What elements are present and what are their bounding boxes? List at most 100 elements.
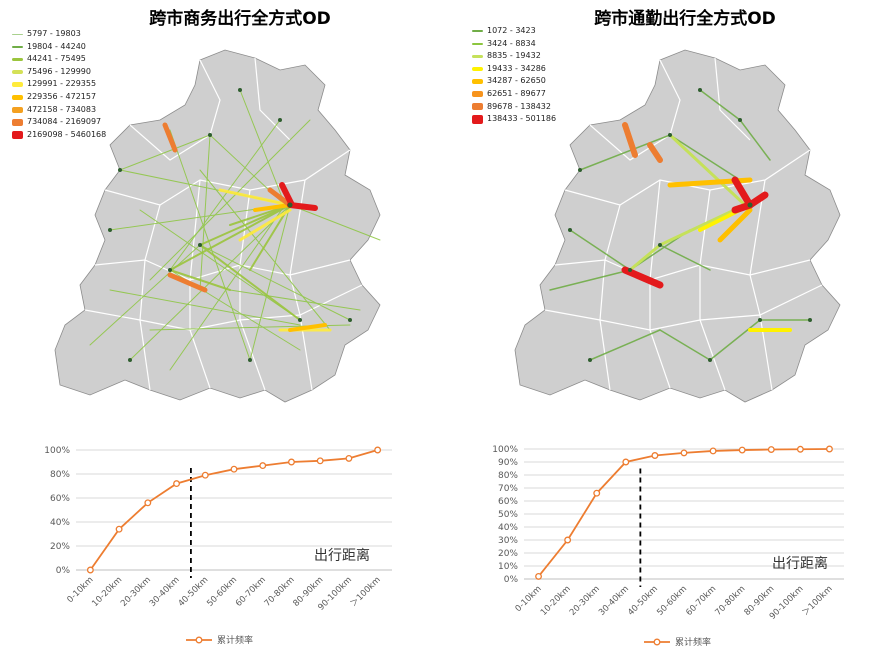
data-point <box>709 447 717 455</box>
x-tick-label: 30-40km <box>597 584 631 618</box>
legend-swatch <box>472 115 483 124</box>
legend-entry: 8835 - 19432 <box>472 50 556 63</box>
y-tick-label: 80% <box>50 470 70 480</box>
legend-marker <box>195 636 203 644</box>
x-tick-label: 70-80km <box>713 584 747 618</box>
legend-label: 34287 - 62650 <box>487 76 546 86</box>
x-tick-label: ＞100km <box>349 575 383 609</box>
legend-label: 2169098 - 5460168 <box>27 129 107 139</box>
legend-label: 5797 - 19803 <box>27 29 81 38</box>
data-point <box>680 449 688 457</box>
legend-label: 229356 - 472157 <box>27 91 97 101</box>
legend-entry: 129991 - 229355 <box>12 78 106 91</box>
data-point <box>144 499 152 507</box>
legend-swatch <box>12 70 23 74</box>
legend-entry: 19433 - 34286 <box>472 63 556 76</box>
y-tick-label: 100% <box>44 446 70 456</box>
legend-entry: 138433 - 501186 <box>472 113 556 126</box>
data-point <box>86 566 94 574</box>
x-tick-label: 60-70km <box>684 584 718 618</box>
legend-label: 8835 - 19432 <box>487 51 541 61</box>
y-tick-label: 20% <box>50 542 70 552</box>
flow-lines <box>89 89 381 371</box>
legend-label: 3424 - 8834 <box>487 38 536 48</box>
x-tick-label: 50-60km <box>655 584 689 618</box>
legend-swatch <box>12 131 23 140</box>
right-map-legend: 1072 - 3423 3424 - 8834 8835 - 19432 19433 … <box>472 25 556 126</box>
legend-entry: 34287 - 62650 <box>472 75 556 88</box>
data-point <box>767 446 775 453</box>
left-map-title: 跨市商务出行全方式OD <box>149 9 331 29</box>
legend-entry: 2169098 - 5460168 <box>12 129 106 142</box>
legend-entry: 472158 - 734083 <box>12 104 106 117</box>
left-od-flow-map <box>54 49 381 403</box>
legend-swatch <box>12 58 23 61</box>
y-tick-label: 60% <box>498 497 518 507</box>
legend-label: 1072 - 3423 <box>487 26 536 35</box>
legend-marker <box>653 638 661 646</box>
city-nodes <box>108 88 352 362</box>
legend-entry: 734084 - 2169097 <box>12 116 106 129</box>
legend-label: 44241 - 75495 <box>27 54 86 64</box>
legend-entry: 62651 - 89677 <box>472 88 556 101</box>
x-tick-label: 40-50km <box>626 584 660 618</box>
legend-label: 累计频率 <box>217 634 253 646</box>
legend-swatch <box>472 78 483 85</box>
legend-swatch <box>12 45 23 48</box>
x-tick-label: 60-70km <box>234 575 268 609</box>
y-tick-label: 0% <box>504 575 519 585</box>
x-tick-label: 20-30km <box>568 584 602 618</box>
y-tick-label: 40% <box>50 518 70 528</box>
legend-label: 472158 - 734083 <box>27 104 97 114</box>
data-point <box>345 454 353 462</box>
x-tick-label: 20-30km <box>119 575 153 609</box>
city-nodes <box>568 88 812 362</box>
data-point <box>374 446 382 454</box>
distance-annotation: 出行距离 <box>314 547 370 564</box>
data-point <box>622 458 630 466</box>
data-point <box>738 446 746 454</box>
y-tick-label: 20% <box>498 549 518 559</box>
y-tick-label: 70% <box>498 484 518 494</box>
legend-swatch <box>472 91 483 98</box>
legend-entry: 1072 - 3423 <box>472 25 556 38</box>
region-landmass <box>54 49 381 403</box>
data-point <box>796 445 804 453</box>
right-od-flow-map <box>514 49 841 403</box>
x-tick-label: 40-50km <box>177 575 211 609</box>
legend-entry: 75496 - 129990 <box>12 66 106 79</box>
x-tick-label: 10-20km <box>90 575 124 609</box>
data-point <box>173 480 180 488</box>
legend-swatch <box>12 106 23 113</box>
legend-label: 75496 - 129990 <box>27 66 91 76</box>
flow-lines <box>549 89 811 361</box>
data-point <box>316 457 324 465</box>
y-tick-label: 10% <box>498 562 518 572</box>
legend-swatch <box>12 118 23 127</box>
legend-swatch <box>12 33 23 35</box>
data-point <box>259 462 267 470</box>
data-point <box>651 452 659 459</box>
left-map-legend: 5797 - 19803 19804 - 44240 44241 - 75495 75… <box>12 28 106 141</box>
legend-entry: 89678 - 138432 <box>472 101 556 114</box>
y-tick-label: 50% <box>498 510 518 520</box>
y-tick-label: 0% <box>56 566 71 576</box>
x-tick-label: 50-60km <box>205 575 239 609</box>
x-tick-label: 10-20km <box>539 584 573 618</box>
legend-entry: 44241 - 75495 <box>12 53 106 66</box>
legend-entry: 3424 - 8834 <box>472 38 556 51</box>
right-cumulative-frequency-chart: 0%10%20%30%40%50%60%70%80%90%100%0-10km1… <box>492 445 844 648</box>
region-landmass <box>514 49 841 403</box>
legend-swatch <box>472 54 483 59</box>
y-tick-label: 100% <box>492 445 518 455</box>
legend-label: 62651 - 89677 <box>487 88 546 98</box>
y-tick-label: 60% <box>50 494 70 504</box>
legend-label: 累计频率 <box>675 636 711 648</box>
legend-swatch <box>472 30 483 33</box>
y-tick-label: 80% <box>498 471 518 481</box>
x-tick-label: 30-40km <box>148 575 182 609</box>
data-point <box>201 471 209 479</box>
legend-swatch <box>472 42 483 46</box>
left-cumulative-frequency-chart: 0%20%40%60%80%100%0-10km10-20km20-30km30… <box>44 446 392 646</box>
legend-entry: 229356 - 472157 <box>12 91 106 104</box>
